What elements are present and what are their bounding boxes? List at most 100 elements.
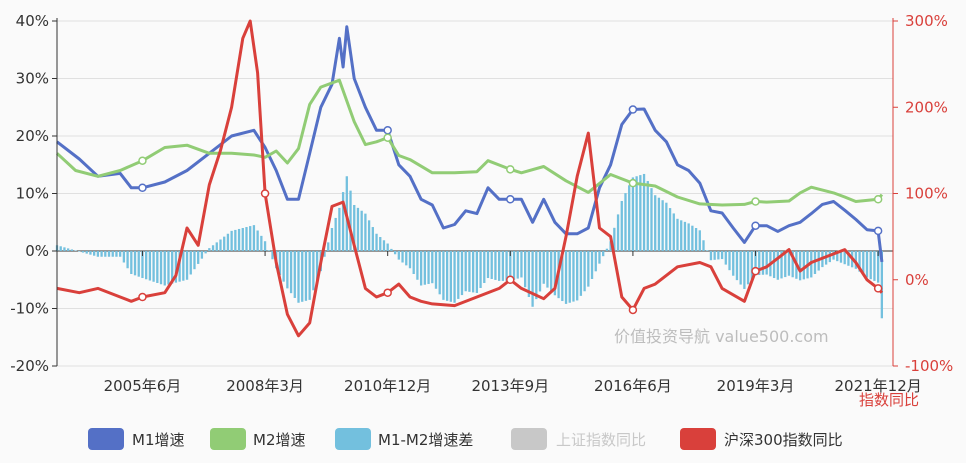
diff-bar: [427, 251, 430, 284]
y-right-tick-label: 200%: [905, 98, 948, 116]
diff-bar: [133, 251, 137, 276]
series-marker-m2: [873, 195, 883, 204]
diff-bar: [787, 251, 791, 276]
diff-bar: [691, 225, 694, 251]
series-marker-m2: [138, 156, 147, 165]
diff-bar: [81, 251, 85, 253]
x-tick-label: 2016年6月: [594, 377, 672, 395]
diff-bar: [338, 207, 341, 251]
diff-bar: [609, 241, 612, 251]
series-marker-m1: [751, 221, 760, 230]
diff-bar: [457, 251, 460, 299]
series-marker-m2: [628, 178, 638, 188]
y-right-tick-label: 0%: [905, 271, 929, 289]
y-left-tick-label: 0%: [25, 242, 49, 260]
diff-bar: [334, 217, 337, 251]
diff-bar: [858, 251, 861, 272]
diff-bar: [873, 251, 876, 281]
diff-bar: [416, 251, 419, 280]
diff-bar: [375, 233, 378, 251]
diff-bar: [535, 251, 538, 300]
diff-bar: [613, 227, 616, 251]
diff-bar: [509, 251, 512, 281]
diff-bar: [497, 251, 501, 281]
diff-bar: [323, 251, 326, 257]
diff-bar: [167, 251, 170, 285]
diff-bar: [200, 251, 204, 259]
diff-bar: [445, 251, 449, 301]
diff-bar: [148, 251, 152, 281]
diff-bar: [74, 250, 77, 251]
legend-item-m2[interactable]: M2增速: [210, 428, 306, 450]
diff-bar: [431, 251, 434, 284]
diff-bar: [687, 223, 690, 251]
legend-label: 上证指数同比: [556, 431, 646, 449]
diff-bar: [159, 251, 163, 285]
diff-bar: [635, 176, 638, 251]
legend-label: M1-M2增速差: [378, 431, 473, 449]
diff-bar: [189, 251, 192, 275]
diff-bar: [297, 251, 300, 303]
diff-bar: [594, 251, 597, 272]
diff-bar: [471, 251, 475, 293]
diff-bar: [772, 251, 776, 279]
diff-bar: [107, 251, 111, 257]
y-left-tick-label: 40%: [16, 12, 49, 30]
diff-bar: [78, 251, 81, 252]
diff-bar: [839, 251, 843, 263]
series-marker-hs300: [873, 284, 883, 293]
diff-bar: [182, 251, 185, 281]
diff-bar: [386, 243, 389, 251]
diff-bar: [353, 205, 356, 251]
diff-bar: [260, 235, 263, 251]
legend-label: M1增速: [132, 431, 185, 449]
diff-bar: [89, 251, 92, 255]
diff-bar: [390, 248, 393, 251]
diff-bars: [55, 173, 884, 319]
diff-bar: [876, 251, 880, 283]
diff-bar: [869, 251, 872, 280]
legend-item-diff[interactable]: M1-M2增速差: [335, 428, 473, 450]
diff-bar: [327, 242, 330, 251]
series-line-m2: [55, 78, 884, 207]
legend[interactable]: M1增速 M2增速 M1-M2增速差 上证指数同比 沪深300指数同比: [88, 428, 843, 450]
diff-bar: [616, 214, 620, 251]
diff-bar: [579, 251, 583, 296]
diff-bar: [271, 251, 274, 260]
diff-bar: [267, 250, 270, 251]
diff-bar: [624, 193, 627, 251]
diff-bar: [501, 251, 505, 281]
series-marker-m2: [506, 165, 515, 174]
diff-bar: [739, 251, 742, 285]
diff-bar: [475, 251, 479, 293]
diff-bar: [308, 251, 311, 300]
diff-bar: [538, 251, 542, 292]
diff-bar: [758, 251, 761, 275]
x-tick-label: 2010年12月: [344, 377, 431, 395]
diff-bar: [230, 230, 233, 251]
diff-bar: [330, 228, 334, 251]
diff-bar: [304, 251, 308, 301]
diff-bar: [880, 251, 884, 319]
series-marker-hs300: [260, 189, 270, 198]
diff-bar: [100, 251, 103, 257]
legend-item-shindex[interactable]: 上证指数同比: [511, 428, 646, 450]
diff-bar: [550, 251, 553, 292]
diff-bar: [676, 218, 679, 251]
diff-bar: [163, 251, 166, 286]
diff-bar: [631, 177, 635, 251]
legend-item-m1[interactable]: M1增速: [88, 428, 185, 450]
diff-bar: [605, 248, 609, 251]
diff-bar: [408, 251, 412, 269]
grid-lines: [57, 20, 893, 367]
series-marker-m1: [506, 195, 515, 204]
diff-bar: [252, 225, 256, 251]
series-marker-m1: [383, 126, 392, 135]
diff-bar: [576, 251, 579, 301]
series-marker-m2: [751, 197, 760, 206]
diff-bar: [724, 251, 727, 265]
diff-bar: [393, 251, 397, 255]
diff-bar: [847, 251, 850, 266]
diff-bar: [668, 208, 672, 251]
legend-item-hs300[interactable]: 沪深300指数同比: [680, 428, 843, 450]
